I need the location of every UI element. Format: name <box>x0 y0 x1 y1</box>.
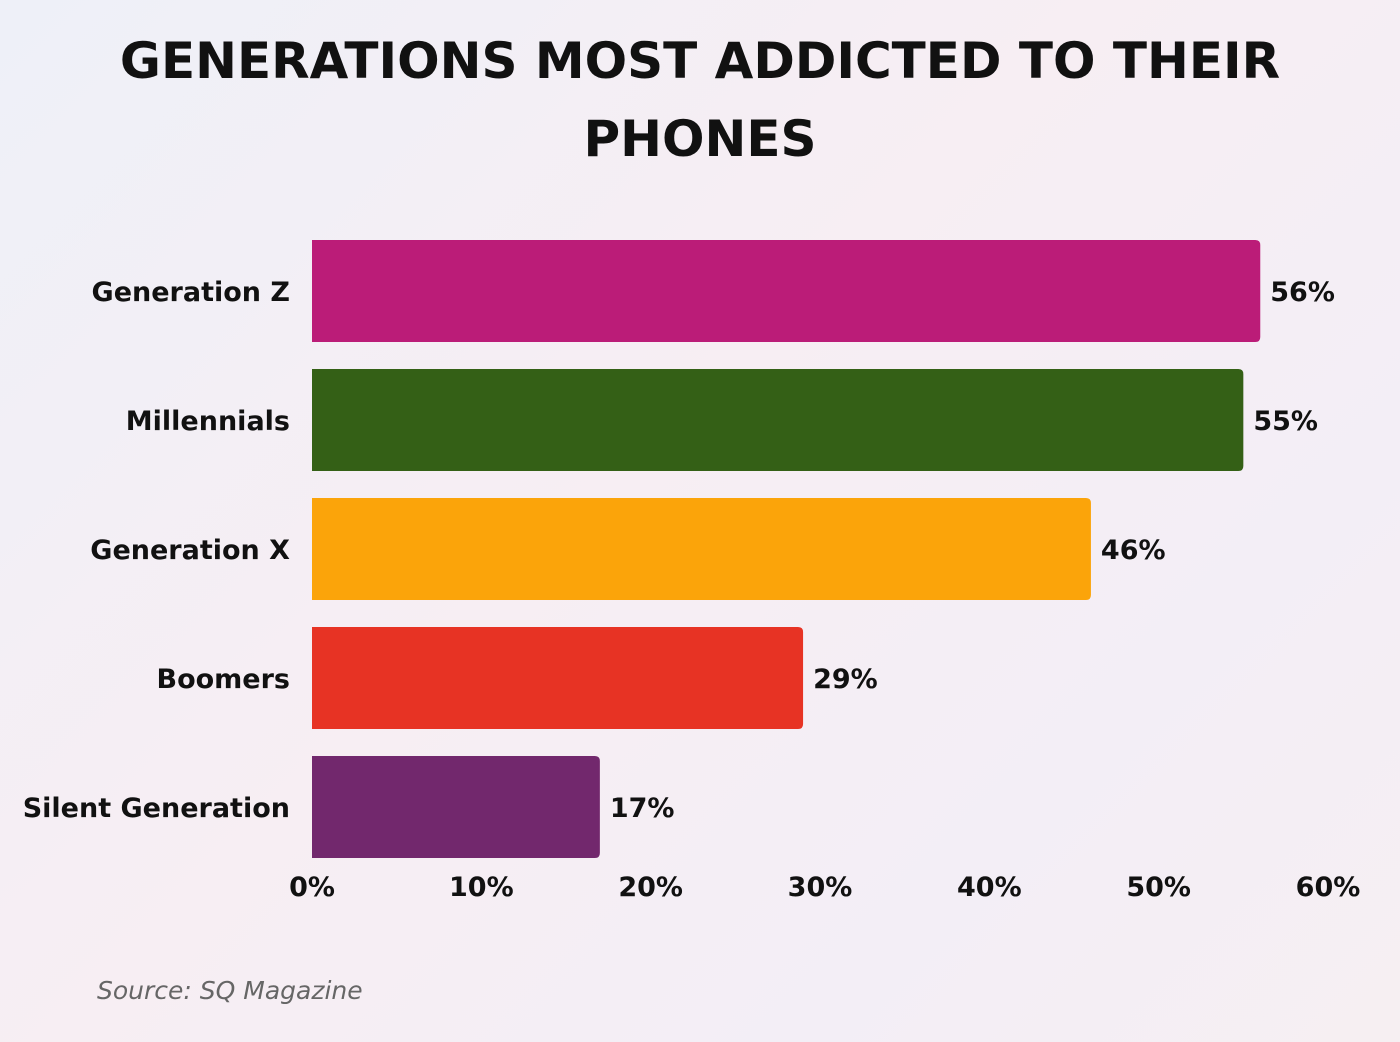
x-tick-label-50: 50% <box>1126 872 1191 903</box>
category-labels: Generation Z Millennials Generation X Boome… <box>23 277 290 824</box>
category-label-generation-x: Generation X <box>90 535 290 566</box>
source-note: Source: SQ Magazine <box>97 976 363 1005</box>
x-axis-tick-labels: 0% 10% 20% 30% 40% 50% 60% <box>289 872 1360 903</box>
category-label-generation-z: Generation Z <box>92 277 290 308</box>
x-tick-label-20: 20% <box>618 872 683 903</box>
category-label-silent-generation: Silent Generation <box>23 793 290 824</box>
bar-millennials <box>312 369 1244 471</box>
value-label-boomers: 29% <box>813 664 878 695</box>
value-label-millennials: 55% <box>1253 406 1318 437</box>
value-labels: 56% 55% 46% 29% 17% <box>610 277 1335 824</box>
x-tick-label-30: 30% <box>788 872 853 903</box>
value-label-generation-x: 46% <box>1101 535 1166 566</box>
chart-title: GENERATIONS MOST ADDICTED TO THEIR PHONE… <box>119 32 1281 168</box>
bar-silent-generation <box>312 756 600 858</box>
bar-generation-z <box>312 240 1261 342</box>
category-label-boomers: Boomers <box>156 664 290 695</box>
x-tick-label-10: 10% <box>449 872 514 903</box>
bar-generation-x <box>312 498 1091 600</box>
category-label-millennials: Millennials <box>126 406 290 437</box>
x-tick-label-0: 0% <box>289 872 335 903</box>
bar-boomers <box>312 627 804 729</box>
bars-layer <box>312 240 1261 858</box>
value-label-silent-generation: 17% <box>610 793 675 824</box>
x-tick-label-40: 40% <box>957 872 1022 903</box>
x-tick-label-60: 60% <box>1296 872 1361 903</box>
value-label-generation-z: 56% <box>1270 277 1335 308</box>
